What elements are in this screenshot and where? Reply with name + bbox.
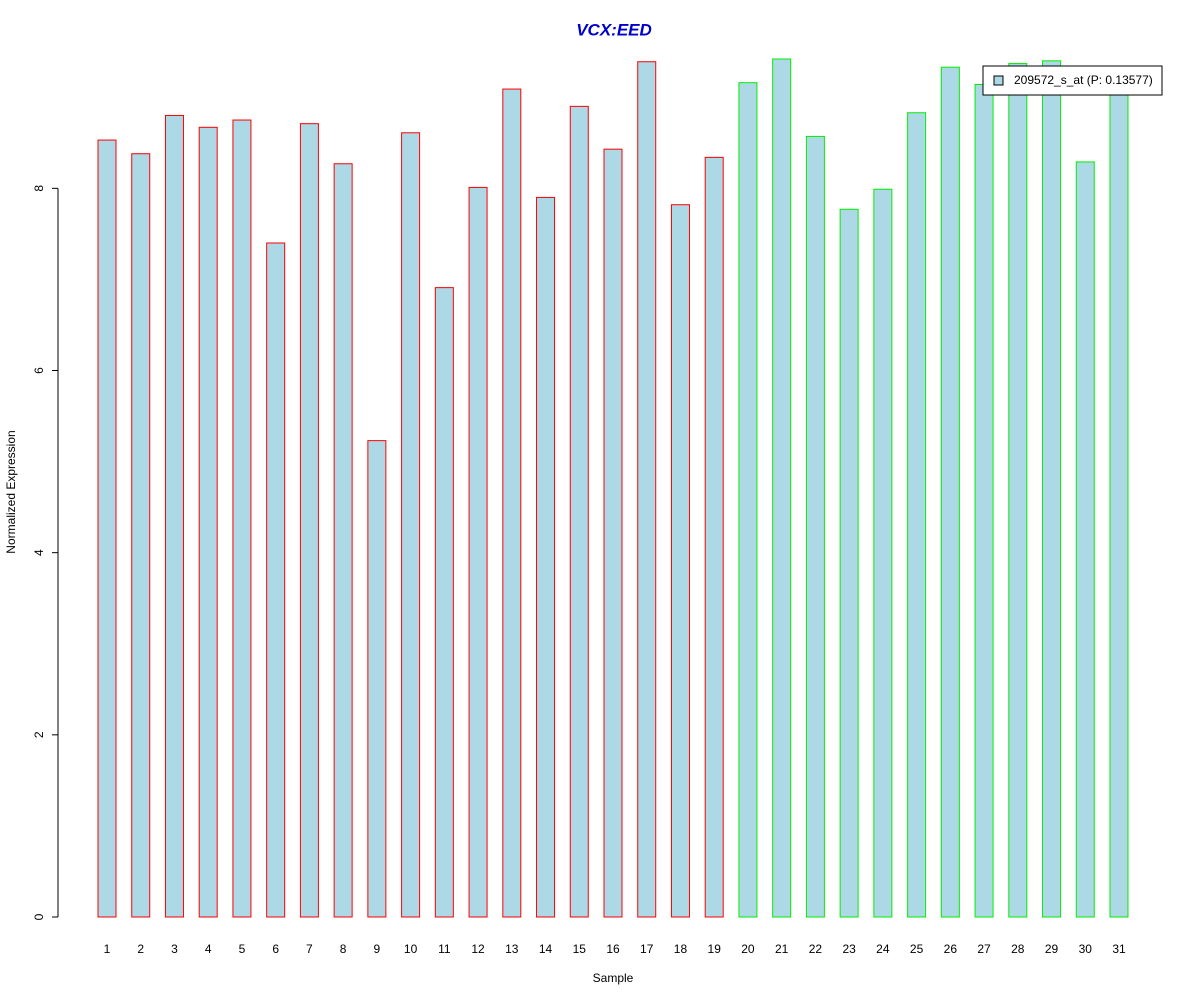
x-tick-label: 17: [640, 942, 654, 956]
x-tick-label: 26: [944, 942, 958, 956]
x-tick-label: 21: [775, 942, 789, 956]
bar: [805, 135, 825, 918]
bar: [569, 105, 589, 918]
bar: [434, 287, 454, 918]
x-tick-label: 2: [137, 942, 144, 956]
x-tick-label: 30: [1079, 942, 1093, 956]
bar: [704, 156, 724, 918]
bar: [603, 148, 623, 918]
bar: [1109, 84, 1129, 918]
x-tick-label: 12: [471, 942, 485, 956]
bar: [974, 84, 994, 918]
bar: [401, 132, 421, 918]
bar: [232, 119, 252, 918]
x-tick-label: 25: [910, 942, 924, 956]
x-axis-label: Sample: [593, 971, 634, 985]
x-tick-label: 3: [171, 942, 178, 956]
x-tick-label: 19: [708, 942, 722, 956]
legend-label: 209572_s_at (P: 0.13577): [1014, 73, 1153, 87]
y-axis-label: Normalized Expression: [4, 430, 18, 553]
bar: [907, 112, 927, 918]
bar: [873, 188, 893, 918]
x-tick-label: 7: [306, 942, 313, 956]
x-tick-label: 14: [539, 942, 553, 956]
x-tick-label: 1: [104, 942, 111, 956]
chart-title: VCX:EED: [576, 20, 652, 39]
bar: [839, 208, 859, 918]
x-tick-label: 9: [374, 942, 381, 956]
x-tick-label: 24: [876, 942, 890, 956]
bar: [502, 88, 522, 918]
bar: [637, 61, 657, 918]
legend-swatch: [993, 75, 1004, 86]
x-tick-label: 16: [606, 942, 620, 956]
bar: [299, 123, 319, 918]
x-tick-label: 18: [674, 942, 688, 956]
bar: [97, 139, 117, 918]
bar: [940, 66, 960, 918]
bar: [266, 242, 286, 918]
bar: [468, 186, 488, 918]
x-tick-label: 28: [1011, 942, 1025, 956]
x-tick-label: 10: [404, 942, 418, 956]
x-tick-label: 5: [239, 942, 246, 956]
x-tick-label: 13: [505, 942, 519, 956]
bar: [131, 153, 151, 918]
y-tick-label: 0: [32, 913, 46, 920]
x-tick-label: 23: [842, 942, 856, 956]
x-tick-label: 31: [1112, 942, 1126, 956]
bar: [333, 163, 353, 918]
x-tick-label: 22: [809, 942, 823, 956]
y-tick-label: 4: [32, 549, 46, 556]
bar: [772, 58, 792, 918]
y-tick-label: 6: [32, 367, 46, 374]
x-tick-label: 8: [340, 942, 347, 956]
x-tick-label: 27: [977, 942, 991, 956]
x-tick-label: 4: [205, 942, 212, 956]
bar: [367, 440, 387, 918]
x-tick-label: 29: [1045, 942, 1059, 956]
bar: [164, 114, 184, 918]
x-tick-label: 11: [438, 942, 451, 956]
bar: [1008, 63, 1028, 918]
x-tick-label: 6: [272, 942, 279, 956]
bar: [670, 204, 690, 918]
bar: [198, 126, 218, 918]
legend-box: [982, 65, 1163, 96]
bar: [1075, 161, 1095, 918]
y-tick-label: 8: [32, 185, 46, 192]
bar: [536, 196, 556, 918]
x-tick-label: 15: [573, 942, 587, 956]
bar: [1042, 60, 1062, 918]
bar: [738, 82, 758, 918]
x-tick-label: 20: [741, 942, 755, 956]
y-tick-label: 2: [32, 731, 46, 738]
